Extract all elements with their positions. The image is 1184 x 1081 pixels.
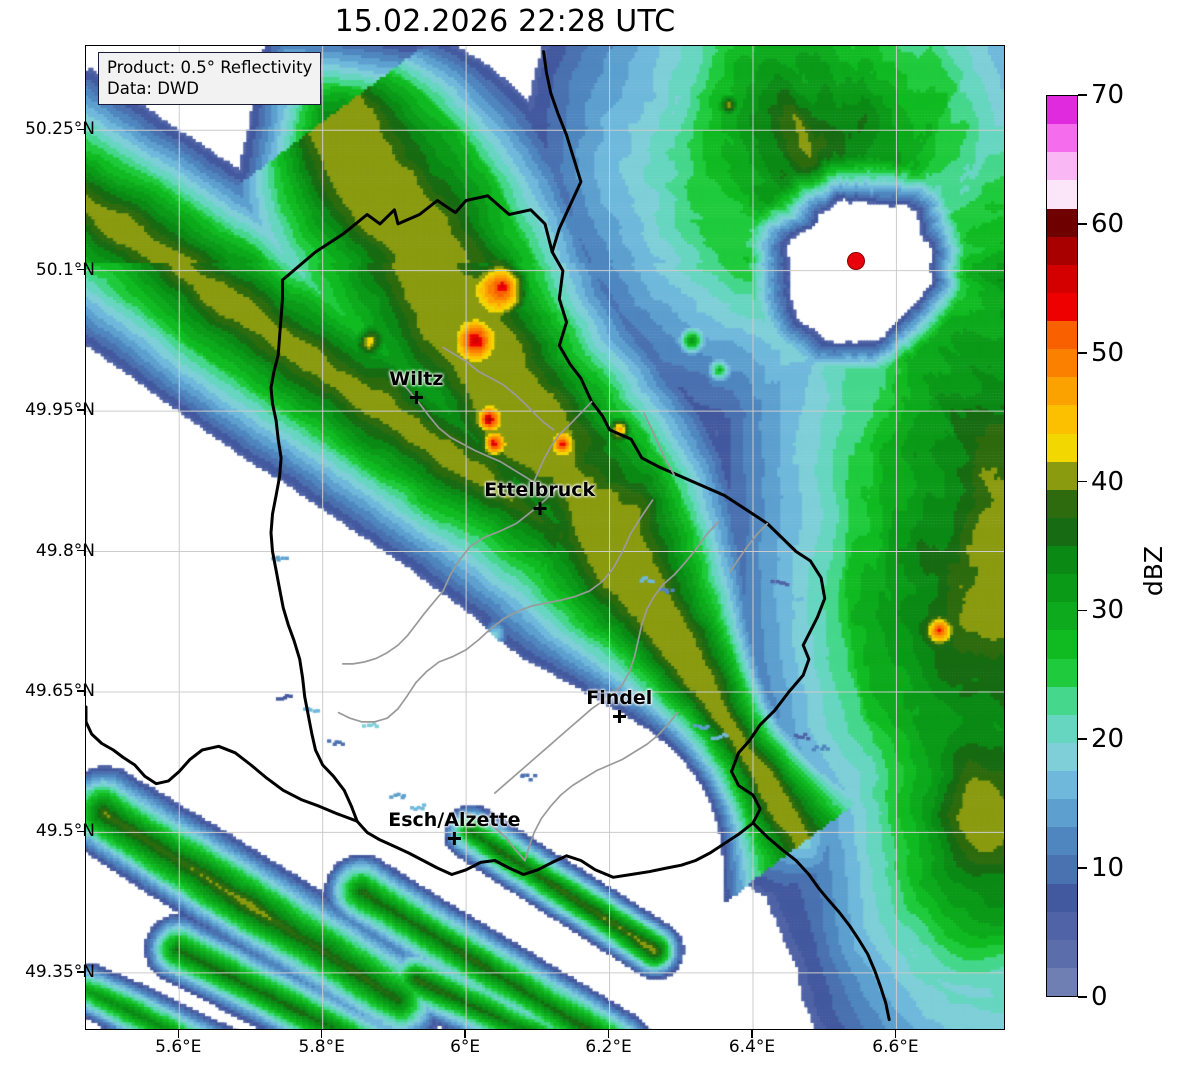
colorbar-band-26 (1047, 236, 1077, 265)
colorbar-band-14 (1047, 574, 1077, 603)
colorbar-tick-mark-0 (1078, 996, 1087, 998)
colorbar-band-29 (1047, 152, 1077, 181)
regional-border-2 (493, 520, 720, 794)
y-axis-tick-label-0: 50.25°N (25, 119, 95, 140)
colorbar-band-19 (1047, 433, 1077, 462)
colorbar-tick-label-1: 10 (1091, 853, 1125, 884)
colorbar-band-4 (1047, 855, 1077, 884)
x-axis-tick-mark-5 (894, 1030, 897, 1038)
x-axis-tick-mark-2 (464, 1030, 466, 1038)
info-data-line: Data: DWD (107, 79, 199, 99)
colorbar-band-13 (1047, 602, 1077, 631)
regional-border-10 (459, 810, 526, 862)
regional-border-4 (341, 590, 445, 665)
colorbar-band-3 (1047, 883, 1077, 912)
colorbar-band-5 (1047, 827, 1077, 856)
regional-border-6 (442, 346, 555, 431)
national-border-france-belgium (86, 705, 359, 823)
colorbar-band-18 (1047, 461, 1077, 490)
colorbar-tick-mark-1 (1078, 867, 1087, 869)
colorbar-tick-mark-4 (1078, 480, 1087, 483)
x-axis-tick-mark-3 (607, 1030, 610, 1038)
y-axis-tick-label-6: 49.35°N (25, 961, 95, 982)
colorbar-label: dBZ (1139, 546, 1168, 597)
national-border-france-germany (751, 821, 891, 1022)
colorbar-tick-mark-7 (1078, 94, 1087, 96)
colorbar-band-16 (1047, 517, 1077, 546)
x-axis-tick-label-4: 6.4°E (728, 1037, 776, 1057)
x-axis-tick-label-2: 6°E (450, 1037, 481, 1057)
x-axis-tick-mark-1 (320, 1030, 323, 1038)
colorbar-band-17 (1047, 489, 1077, 518)
colorbar-band-21 (1047, 377, 1077, 406)
y-axis-tick-mark-5 (77, 830, 85, 833)
colorbar-band-2 (1047, 911, 1077, 940)
colorbar-band-12 (1047, 630, 1077, 659)
regional-border-7 (397, 377, 548, 495)
colorbar-tick-mark-2 (1078, 738, 1087, 741)
colorbar-band-23 (1047, 321, 1077, 350)
colorbar-band-27 (1047, 208, 1077, 237)
regional-border-5 (643, 412, 675, 476)
colorbar-band-11 (1047, 658, 1077, 687)
radar-site-dot-0[interactable] (846, 252, 865, 271)
y-axis-tick-label-3: 49.8°N (35, 540, 95, 561)
national-border-belgium-germany (542, 50, 583, 254)
y-axis-tick-label-4: 49.65°N (25, 680, 95, 701)
x-axis-tick-mark-4 (751, 1030, 753, 1038)
colorbar-tick-mark-6 (1078, 223, 1087, 225)
x-axis-tick-label-0: 5.6°E (155, 1037, 202, 1057)
y-axis-tick-mark-4 (77, 690, 85, 692)
regional-border-0 (442, 485, 561, 592)
regional-border-1 (337, 499, 654, 723)
colorbar-tick-mark-3 (1078, 609, 1087, 612)
colorbar-tick-label-5: 50 (1091, 337, 1125, 368)
x-axis-tick-label-1: 5.8°E (298, 1037, 345, 1057)
page-title: 15.02.2026 22:28 UTC (334, 4, 676, 39)
colorbar-tick-label-6: 60 (1091, 208, 1125, 239)
info-box: Product: 0.5° Reflectivity Data: DWD (98, 52, 322, 106)
national-border-luxembourg (269, 194, 827, 879)
y-axis-tick-mark-2 (77, 409, 85, 411)
y-axis-tick-mark-0 (77, 128, 85, 130)
colorbar-band-25 (1047, 264, 1077, 293)
colorbar[interactable] (1046, 95, 1078, 997)
colorbar-tick-mark-5 (1078, 351, 1087, 354)
colorbar-band-24 (1047, 292, 1077, 321)
colorbar-band-9 (1047, 714, 1077, 743)
colorbar-band-31 (1047, 96, 1077, 125)
colorbar-band-28 (1047, 180, 1077, 209)
y-axis-tick-mark-1 (77, 268, 85, 271)
colorbar-tick-label-2: 20 (1091, 724, 1125, 755)
colorbar-band-20 (1047, 405, 1077, 434)
regional-border-8 (531, 400, 593, 487)
colorbar-band-1 (1047, 939, 1077, 968)
colorbar-tick-label-0: 0 (1091, 982, 1108, 1012)
colorbar-tick-label-7: 70 (1091, 80, 1125, 110)
colorbar-band-0 (1047, 967, 1077, 996)
y-axis-tick-mark-3 (77, 549, 85, 552)
x-axis-tick-mark-0 (177, 1030, 179, 1038)
colorbar-band-15 (1047, 546, 1077, 575)
info-product-line: Product: 0.5° Reflectivity (107, 58, 313, 77)
y-axis-tick-label-2: 49.95°N (25, 400, 95, 421)
x-axis-tick-label-3: 6.2°E (585, 1037, 632, 1057)
radar-plot-area[interactable] (85, 45, 1005, 1030)
colorbar-tick-label-4: 40 (1091, 466, 1125, 497)
y-axis-tick-label-1: 50.1°N (35, 259, 95, 280)
colorbar-band-7 (1047, 771, 1077, 800)
y-axis-tick-mark-6 (77, 971, 85, 973)
regional-border-9 (729, 522, 769, 573)
map-vector-layer (86, 46, 1004, 1029)
colorbar-band-6 (1047, 799, 1077, 828)
regional-border-3 (524, 711, 679, 862)
colorbar-band-30 (1047, 124, 1077, 153)
colorbar-tick-label-3: 30 (1091, 595, 1125, 626)
colorbar-band-8 (1047, 742, 1077, 771)
colorbar-band-10 (1047, 686, 1077, 715)
x-axis-tick-label-5: 6.6°E (872, 1037, 919, 1057)
colorbar-band-22 (1047, 349, 1077, 378)
y-axis-tick-label-5: 49.5°N (35, 821, 95, 842)
